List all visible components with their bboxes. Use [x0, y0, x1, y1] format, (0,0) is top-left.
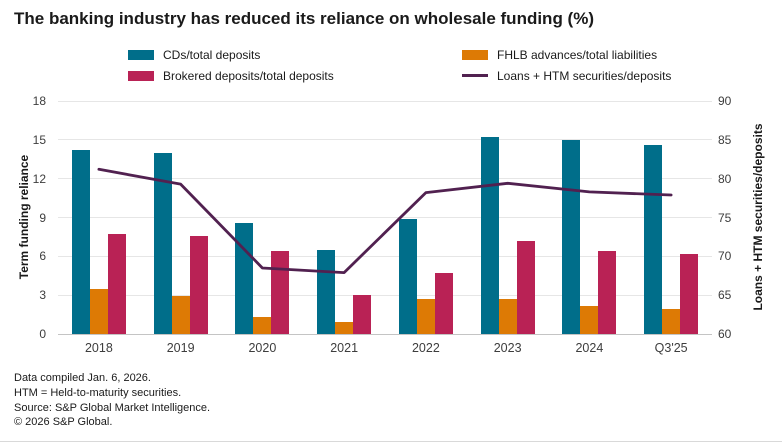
y-axis-tick-left: 12 — [32, 171, 46, 186]
gridline — [58, 294, 712, 296]
bar — [107, 234, 126, 334]
bar — [598, 251, 617, 334]
legend: CDs/total deposits FHLB advances/total li… — [128, 44, 671, 86]
gridline — [58, 333, 712, 335]
plot-area — [58, 100, 712, 335]
gridline — [58, 139, 712, 141]
y-axis-tick-left: 15 — [32, 132, 46, 147]
bar — [335, 322, 354, 334]
gridline — [58, 178, 712, 180]
legend-item: FHLB advances/total liabilities — [462, 44, 671, 65]
bar — [71, 150, 90, 334]
legend-label: Loans + HTM securities/deposits — [497, 68, 672, 83]
legend-swatch-bar — [462, 49, 488, 60]
legend-item: Loans + HTM securities/deposits — [462, 65, 671, 86]
bar — [498, 299, 517, 334]
y-axis-tick-right: 60 — [718, 327, 732, 341]
bar — [580, 305, 599, 334]
y-axis-tick-left: 18 — [32, 94, 46, 108]
bar — [516, 240, 535, 334]
legend-swatch-line — [462, 74, 488, 77]
legend-label: Brokered deposits/total deposits — [163, 68, 334, 83]
footer-compiled: Data compiled Jan. 6, 2026. — [14, 372, 151, 384]
gridline — [58, 217, 712, 218]
x-axis-label: 2023 — [493, 341, 522, 355]
bar — [189, 235, 208, 334]
bar — [416, 299, 435, 334]
y-axis-tick-right: 90 — [718, 94, 732, 108]
bar — [644, 145, 663, 334]
bar — [353, 295, 372, 334]
bar — [680, 253, 699, 334]
x-axis-label: 2022 — [411, 341, 440, 355]
y-axis-tick-right: 70 — [718, 249, 732, 264]
bar — [235, 222, 254, 334]
y-axis-tick-left: 6 — [39, 249, 46, 264]
x-axis-label: Q3'25 — [654, 341, 688, 355]
legend-swatch-bar — [128, 49, 154, 60]
y-axis-title-right: Loans + HTM securities/deposits — [751, 123, 765, 311]
x-axis-label: 2019 — [166, 341, 195, 355]
bar — [398, 218, 417, 334]
footer-source: Source: S&P Global Market Intelligence. — [14, 401, 211, 414]
legend-item: Brokered deposits/total deposits — [128, 65, 462, 86]
bar — [89, 288, 108, 334]
footer: Data compiled Jan. 6, 2026. HTM = Held-t… — [14, 371, 210, 430]
bar — [253, 317, 272, 334]
footer-copyright: © 2026 S&P Global. — [14, 416, 113, 429]
y-axis-tick-right: 65 — [718, 288, 732, 303]
y-axis-tick-right: 85 — [718, 132, 732, 147]
y-axis-tick-right: 75 — [718, 210, 732, 225]
x-axis-label: 2020 — [248, 341, 277, 355]
x-axis-label: 2018 — [84, 341, 113, 355]
legend-label: CDs/total deposits — [163, 47, 261, 62]
legend-swatch-bar — [128, 70, 154, 81]
footer-htm-note: HTM = Held-to-maturity securities. — [14, 386, 182, 399]
y-axis-tick-left: 3 — [39, 288, 46, 303]
y-axis-tick-left: 0 — [39, 327, 46, 341]
bar — [171, 296, 190, 334]
bar — [662, 309, 681, 334]
bar — [153, 152, 172, 334]
y-axis-tick-right: 80 — [718, 171, 732, 186]
gridline — [58, 255, 712, 257]
y-axis-tick-left: 9 — [39, 210, 46, 225]
chart-title: The banking industry has reduced its rel… — [14, 9, 594, 28]
x-axis-label: 2024 — [575, 341, 604, 355]
gridline — [58, 100, 712, 102]
legend-item: CDs/total deposits — [128, 44, 462, 65]
bar — [271, 251, 290, 334]
x-axis-label: 2021 — [330, 341, 359, 355]
bar — [434, 273, 453, 334]
line-series — [97, 167, 673, 275]
legend-label: FHLB advances/total liabilities — [497, 47, 658, 62]
